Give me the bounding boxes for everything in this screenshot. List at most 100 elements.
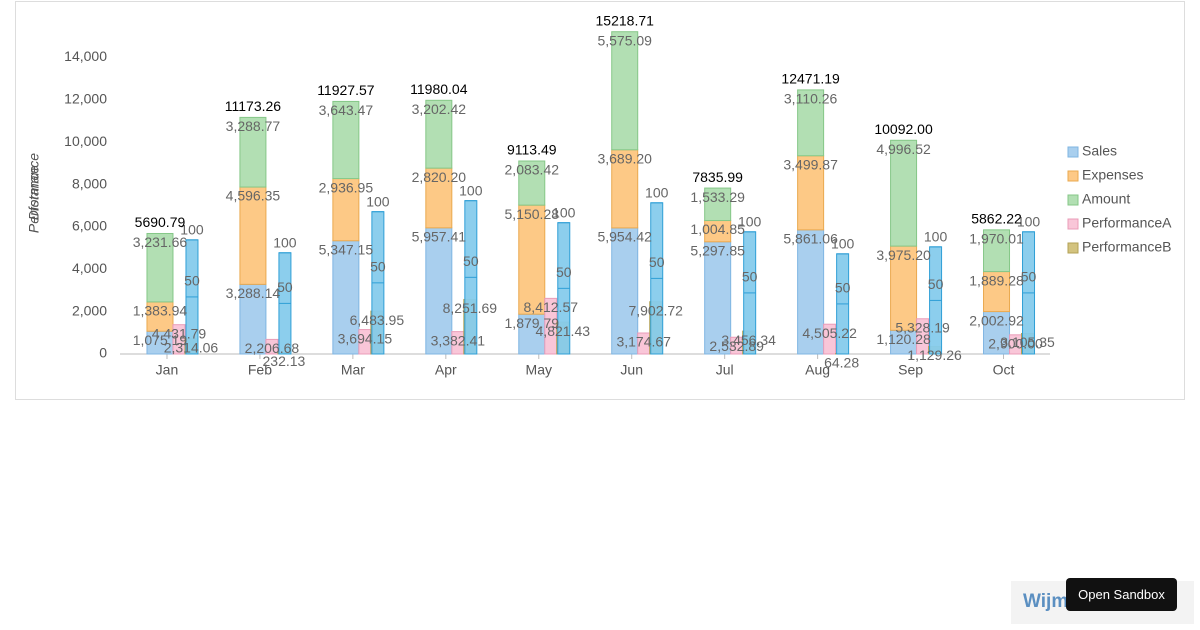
bar bbox=[983, 271, 1011, 313]
data-label: 5,861.06 bbox=[783, 231, 838, 247]
legend-swatch bbox=[1067, 146, 1079, 158]
data-label: 4,596.35 bbox=[226, 188, 281, 204]
distance-tick-label: 100 bbox=[738, 214, 762, 230]
distance-tick-label: 100 bbox=[273, 234, 297, 250]
data-label: 5,347.15 bbox=[319, 241, 374, 257]
x-tick-label: Oct bbox=[993, 362, 1015, 378]
data-label: 4,431.79 bbox=[152, 325, 207, 341]
data-label: 4,505.22 bbox=[802, 325, 857, 341]
open-sandbox-button[interactable]: Open Sandbox bbox=[1066, 578, 1177, 611]
data-label: 2,002.92 bbox=[969, 312, 1024, 328]
data-label: 3,499.87 bbox=[783, 156, 838, 172]
y-tick-label: 2,000 bbox=[72, 302, 107, 318]
data-label: 3,382.41 bbox=[431, 332, 486, 348]
data-label: 4,821.43 bbox=[536, 323, 591, 339]
legend-label: PerformanceA bbox=[1082, 215, 1172, 231]
data-label: 2,936.95 bbox=[319, 179, 374, 195]
data-label: 7,902.72 bbox=[628, 302, 683, 318]
bar bbox=[890, 139, 918, 247]
data-label: 5,954.42 bbox=[597, 229, 652, 245]
distance-tick-label: 100 bbox=[1017, 214, 1041, 230]
data-label: 5,575.09 bbox=[597, 32, 652, 48]
x-tick-label: Apr bbox=[435, 362, 457, 378]
data-label: 1,889.28 bbox=[969, 272, 1024, 288]
y-axis-title: Performance bbox=[26, 153, 42, 233]
data-label: 1,120.28 bbox=[876, 331, 931, 347]
x-tick-label: Jul bbox=[716, 362, 734, 378]
distance-tick-label: 100 bbox=[831, 236, 855, 252]
bar bbox=[983, 311, 1011, 355]
data-label: 2,900.00 bbox=[988, 336, 1043, 352]
bar bbox=[916, 318, 930, 355]
y-tick-label: 8,000 bbox=[72, 175, 107, 191]
bar bbox=[239, 283, 267, 355]
data-label: 1,075.19 bbox=[133, 332, 188, 348]
data-label: 232.13 bbox=[263, 353, 306, 369]
bar bbox=[146, 232, 174, 303]
data-label: 3,288.14 bbox=[226, 285, 281, 301]
legend-swatch bbox=[1067, 194, 1079, 206]
y-tick-label: 14,000 bbox=[64, 48, 107, 64]
data-label: 2,820.20 bbox=[412, 169, 467, 185]
data-label: 3,689.20 bbox=[597, 150, 652, 166]
data-label: 3,174.67 bbox=[616, 334, 671, 350]
bar bbox=[797, 89, 825, 157]
y-tick-label: 10,000 bbox=[64, 133, 107, 149]
x-tick-label: Feb bbox=[248, 362, 272, 378]
y-tick-label: 0 bbox=[99, 345, 107, 361]
x-tick-label: Sep bbox=[898, 362, 923, 378]
data-label: 5,150.28 bbox=[505, 206, 560, 222]
chart: Performance Distance 0 2,000 4,000 6,000 8,0… bbox=[26, 12, 1172, 378]
bar bbox=[797, 229, 825, 355]
distance-tick-label: 50 bbox=[835, 280, 851, 296]
total-label: 5690.79 bbox=[135, 214, 186, 230]
bar bbox=[823, 323, 837, 355]
data-label: 1,970.01 bbox=[969, 231, 1024, 247]
data-label: 1,383.94 bbox=[133, 303, 188, 319]
data-label: 8,251.69 bbox=[443, 300, 498, 316]
bar bbox=[425, 167, 453, 229]
distance-tick-label: 50 bbox=[1021, 269, 1037, 285]
data-label: 4,996.52 bbox=[876, 141, 931, 157]
distance-tick-label: 100 bbox=[366, 193, 390, 209]
bar bbox=[983, 229, 1011, 273]
bar bbox=[704, 187, 732, 222]
distance-tick-label: 50 bbox=[277, 279, 293, 295]
data-label: 1,129.26 bbox=[907, 347, 962, 363]
data-label: 3,231.66 bbox=[133, 234, 188, 250]
data-label: 3,456.34 bbox=[721, 332, 776, 348]
bar bbox=[332, 240, 360, 355]
bar bbox=[425, 99, 453, 169]
bar bbox=[332, 100, 360, 180]
bar bbox=[239, 186, 267, 285]
data-label: 2,083.42 bbox=[505, 162, 560, 178]
x-tick-label: Aug bbox=[805, 362, 830, 378]
bar bbox=[518, 204, 546, 315]
distance-tick-label: 50 bbox=[463, 253, 479, 269]
data-label: 1,004.85 bbox=[690, 221, 745, 237]
total-label: 15218.71 bbox=[596, 12, 655, 28]
x-tick-label: May bbox=[526, 362, 552, 378]
bar bbox=[611, 31, 639, 151]
total-label: 12471.19 bbox=[781, 71, 840, 87]
x-tick-label: Jun bbox=[620, 362, 643, 378]
x-tick-label: Jan bbox=[156, 362, 179, 378]
data-label: 1,533.29 bbox=[690, 189, 745, 205]
brand: Wijm bbox=[1023, 591, 1069, 612]
total-label: 11927.57 bbox=[317, 82, 375, 98]
total-label: 10092.00 bbox=[874, 121, 933, 137]
bar bbox=[611, 227, 639, 355]
distance-tick-label: 50 bbox=[742, 269, 758, 285]
data-label: 2,206.68 bbox=[245, 340, 300, 356]
data-label: 1,879.79 bbox=[505, 315, 560, 331]
data-label: 2,532.89 bbox=[709, 338, 764, 354]
bar bbox=[332, 178, 360, 242]
data-label: 3,288.77 bbox=[226, 118, 281, 134]
legend-label: Amount bbox=[1082, 191, 1130, 207]
distance-tick-label: 50 bbox=[556, 264, 572, 280]
data-label: 3,975.20 bbox=[876, 247, 931, 263]
bar bbox=[265, 338, 279, 355]
y-tick-label: 6,000 bbox=[72, 218, 107, 234]
x-tick-label: Mar bbox=[341, 362, 365, 378]
